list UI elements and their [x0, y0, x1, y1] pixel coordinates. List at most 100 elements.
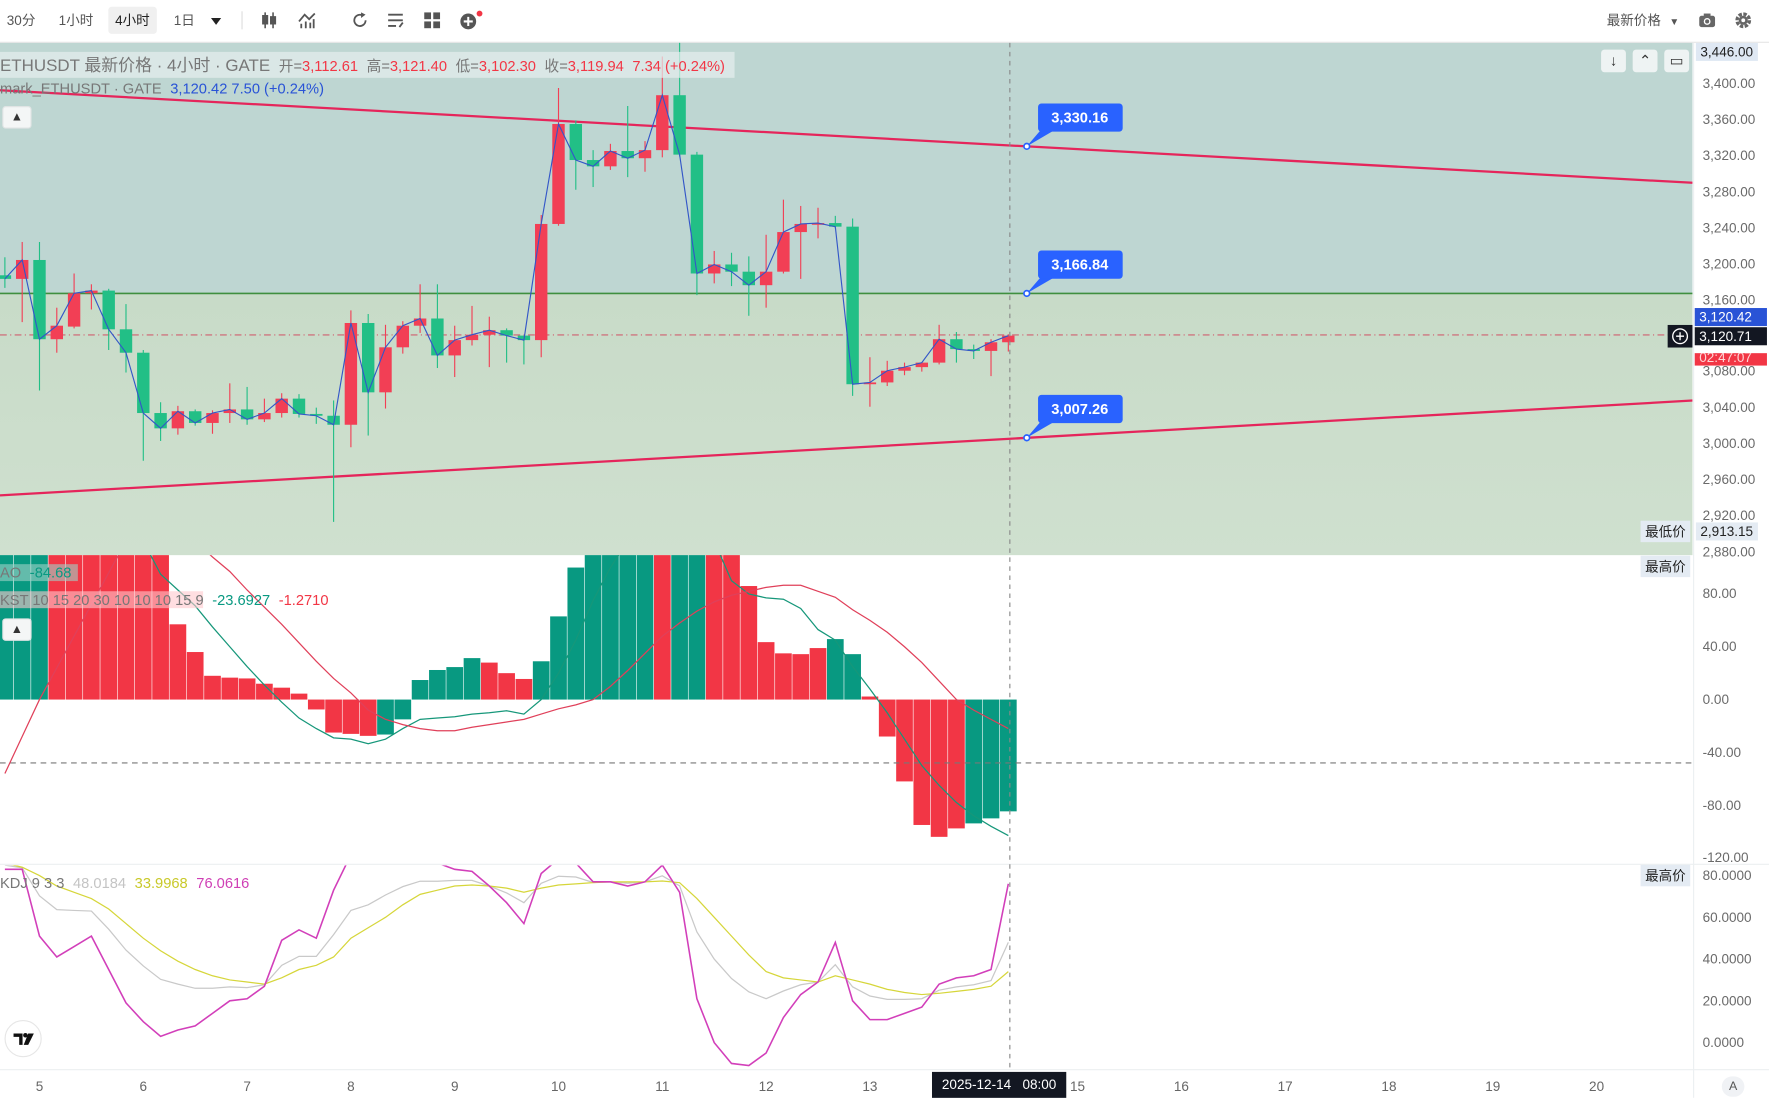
ao-bar — [878, 699, 896, 737]
candle-body — [275, 398, 288, 414]
candle-body — [690, 154, 704, 274]
triangle-down-icon[interactable] — [205, 9, 228, 32]
ao-bar — [671, 555, 688, 700]
price-tick-label: 3,160.00 — [1702, 291, 1756, 308]
time-tick-label: 8 — [347, 1078, 355, 1095]
collapse-legend-button[interactable]: ▲ — [2, 106, 32, 129]
interval-1h[interactable]: 1小时 — [58, 12, 94, 29]
indicators-icon[interactable] — [296, 9, 319, 32]
ao-bar — [999, 699, 1017, 812]
callout-box[interactable] — [1038, 250, 1123, 279]
ao-bar — [515, 678, 533, 700]
collapse-indicator-button[interactable]: ▲ — [2, 618, 32, 641]
ao-bar — [567, 567, 585, 700]
candle-body — [188, 411, 202, 423]
candle-body — [171, 411, 185, 429]
lower-trendline[interactable] — [0, 399, 1693, 497]
candle-body — [673, 95, 686, 155]
kdj-d-line — [12, 865, 1009, 996]
ao-bar — [896, 699, 913, 782]
candle-body — [102, 290, 115, 330]
auto-scale-button[interactable]: A — [1721, 1076, 1745, 1097]
ao-bar — [948, 699, 965, 829]
tradingview-logo[interactable] — [4, 1020, 42, 1058]
ao-tick-label: -80.00 — [1702, 797, 1742, 814]
kst-line — [149, 555, 1009, 837]
ao-bar — [705, 555, 723, 700]
close-value: 3,119.94 — [567, 57, 624, 75]
price-tick-label: 3,360.00 — [1702, 111, 1756, 128]
time-tick-label: 12 — [758, 1078, 774, 1095]
ao-bar — [532, 661, 550, 700]
ao-bar — [65, 555, 83, 700]
collapse-pane-button[interactable]: ⌃ — [1632, 49, 1658, 73]
callout-box[interactable] — [1038, 103, 1123, 132]
candle-body — [240, 409, 254, 420]
ao-bar — [221, 677, 239, 700]
add-alert-icon[interactable] — [458, 9, 483, 32]
upper-trendline[interactable] — [0, 89, 1693, 184]
time-tick-label: 15 — [1070, 1078, 1086, 1095]
candle-body — [586, 160, 600, 167]
ao-bar — [48, 555, 66, 700]
callout-anchor-dot[interactable] — [1023, 142, 1031, 151]
ao-label: AO — [0, 564, 22, 582]
maximize-pane-button[interactable]: ▭ — [1664, 49, 1690, 73]
ao-bar — [930, 699, 948, 837]
low-value: 3,102.30 — [478, 57, 536, 75]
callout-box[interactable] — [1038, 394, 1123, 424]
camera-icon[interactable] — [1696, 9, 1719, 32]
plus-circle-icon — [1672, 328, 1689, 345]
candle-body — [967, 349, 980, 351]
ao-bar — [31, 555, 48, 700]
price-tick-label: 3,320.00 — [1702, 147, 1756, 164]
price-type-select[interactable]: 最新价格 ▼ — [1600, 7, 1686, 34]
ao-bar — [325, 699, 342, 733]
time-tick-label: 7 — [243, 1078, 251, 1095]
gear-icon[interactable] — [1732, 9, 1755, 32]
ao-bar — [757, 642, 775, 700]
ao-bar — [273, 687, 291, 700]
template-icon[interactable] — [385, 9, 408, 32]
callout-anchor-dot[interactable] — [1023, 289, 1031, 298]
change-value: 7.34 (+0.24%) — [632, 57, 725, 75]
ao-bar — [619, 555, 637, 700]
time-tick-label: 11 — [655, 1078, 670, 1095]
interval-1d[interactable]: 1日 — [173, 12, 195, 29]
ao-legend: AO -84.68 — [0, 564, 79, 582]
candle-body — [569, 124, 583, 161]
kdj-tick-label: 40.0000 — [1702, 951, 1752, 967]
time-tick-label: 19 — [1485, 1078, 1501, 1095]
replay-icon[interactable] — [349, 9, 372, 32]
kdj-k-line — [4, 865, 1009, 1000]
ao-bar — [290, 693, 308, 700]
countdown-label: 02:47:07 — [1694, 353, 1767, 366]
kdj-legend: KDJ 9 3 3 48.0184 33.9968 76.0616 — [0, 874, 254, 891]
candle-body — [829, 223, 842, 227]
candle-body — [552, 124, 565, 224]
layout-grid-icon[interactable] — [421, 9, 444, 32]
price-type-label: 最新价格 — [1606, 12, 1661, 29]
interval-30m[interactable]: 30分 — [6, 12, 36, 29]
candle-body — [344, 323, 358, 425]
time-tick-label: 9 — [450, 1078, 459, 1095]
kdj-pane — [4, 865, 1010, 1067]
ao-bar — [307, 699, 325, 710]
interval-4h[interactable]: 4小时 — [108, 6, 157, 34]
price-tick-label: 3,040.00 — [1702, 399, 1756, 416]
callout-anchor-dot[interactable] — [1023, 434, 1031, 442]
candle-body — [915, 362, 929, 368]
add-price-line-button[interactable] — [1667, 324, 1693, 348]
ao-bar — [342, 699, 360, 734]
callout-price-label: 3,166.84 — [1051, 258, 1109, 274]
scroll-to-latest-button[interactable]: ↓ — [1601, 49, 1626, 73]
ao-tick-label: -120.00 — [1702, 850, 1749, 866]
candles-icon[interactable] — [258, 9, 281, 32]
candle-body — [292, 398, 306, 414]
crosshair-time-label: 2025-12-14 08:00 — [931, 1071, 1067, 1098]
ao-bar — [238, 678, 256, 700]
candle-body — [310, 413, 323, 416]
time-tick-label: 5 — [35, 1078, 44, 1095]
